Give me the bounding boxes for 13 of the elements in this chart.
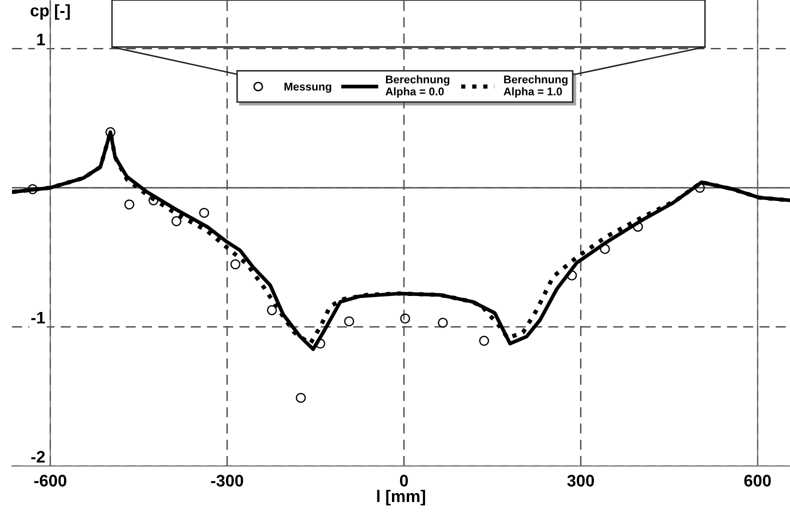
x-axis-title: l [mm] — [377, 490, 426, 506]
x-tick-label: 600 — [744, 474, 771, 487]
legend-label: Berechnung Alpha = 1.0 — [504, 75, 568, 98]
x-tick-label: 300 — [567, 474, 594, 487]
x-tick-label: -300 — [211, 474, 244, 487]
x-tick-label: 0 — [400, 474, 408, 487]
x-tick-label: -600 — [34, 474, 66, 487]
y-tick-label: -2 — [31, 450, 45, 463]
y-tick-label: 1 — [37, 34, 45, 46]
legend-label: Berechnung Alpha = 0.0 — [386, 75, 450, 98]
y-axis-title: cp [-] — [30, 4, 70, 20]
y-tick-label: -1 — [31, 312, 45, 324]
legend-label: Messung — [284, 82, 332, 93]
